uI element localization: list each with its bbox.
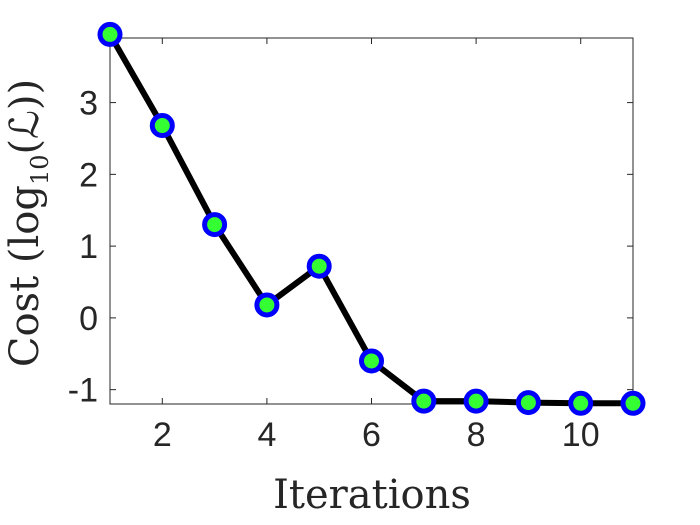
data-point: [254, 292, 280, 318]
y-axis-label-suffix: (ℒ)): [2, 79, 48, 155]
series-line: [107, 32, 633, 407]
y-axis-label: Cost (log10(ℒ)): [2, 79, 54, 367]
x-tick-label: 8: [467, 416, 486, 454]
data-point: [149, 113, 175, 139]
x-tick-labels: 2 4 6 8 10: [153, 416, 600, 454]
x-axis-label: Iterations: [273, 472, 471, 518]
y-tick-label: 1: [79, 228, 98, 266]
data-point: [515, 390, 541, 416]
x-tick-label: 2: [153, 416, 172, 454]
data-point: [202, 212, 228, 238]
y-tick-label: -1: [68, 372, 98, 410]
x-tick-label: 4: [257, 416, 276, 454]
data-point: [359, 348, 384, 374]
y-axis-label-subscript: 10: [26, 154, 54, 185]
x-tick-label: 10: [562, 416, 600, 454]
data-point: [97, 21, 123, 47]
y-tick-labels: -1 0 1 2 3: [68, 85, 98, 410]
data-point: [306, 253, 332, 279]
data-point: [568, 390, 594, 416]
data-point: [620, 390, 646, 416]
y-tick-label: 2: [79, 156, 98, 194]
series-cost: [97, 21, 646, 416]
y-tick-label: 3: [79, 85, 98, 123]
data-point: [463, 388, 489, 414]
data-point: [411, 388, 437, 414]
y-axis-label-prefix: Cost (log: [2, 185, 48, 367]
y-tick-label: 0: [79, 300, 98, 338]
x-tick-label: 6: [362, 416, 381, 454]
